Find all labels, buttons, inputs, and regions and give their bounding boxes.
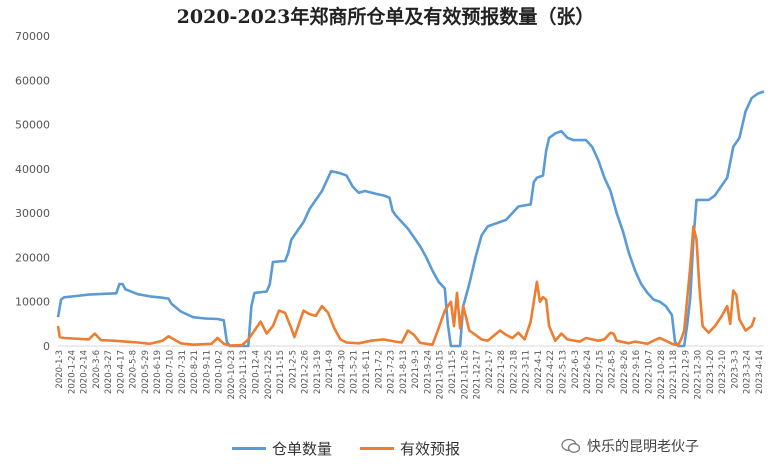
x-tick-label: 2022-11-18 <box>669 350 679 399</box>
x-tick-label: 2021-2-5 <box>288 350 298 389</box>
x-tick-label: 2023-1-20 <box>706 350 716 394</box>
x-tick-label: 2022-3-11 <box>522 350 532 394</box>
x-tick-label: 2022-4-22 <box>546 350 556 394</box>
chart-title: 2020-2023年郑商所仓单及有效预报数量（张） <box>176 6 595 28</box>
x-tick-label: 2021-6-11 <box>362 350 372 394</box>
x-tick-label: 2020-11-13 <box>239 350 249 399</box>
x-tick-label: 2021-5-21 <box>350 350 360 394</box>
x-axis: 2020-1-3 2020-1-24 2020-2-14 2020-3-6 2020-3… <box>55 350 765 399</box>
x-tick-label: 2022-7-15 <box>595 350 605 394</box>
x-tick-label: 2020-9-11 <box>202 350 212 394</box>
x-tick-label: 2020-10-2 <box>215 350 225 394</box>
x-tick-label: 2020-12-4 <box>251 350 261 394</box>
legend-label: 仓单数量 <box>272 440 333 458</box>
x-tick-label: 2023-3-3 <box>730 350 740 389</box>
x-tick-label: 2022-9-16 <box>632 350 642 394</box>
x-tick-label: 2020-5-29 <box>141 350 151 394</box>
legend-item-valid-forecast: 有效预报 <box>360 438 460 459</box>
x-tick-label: 2022-8-26 <box>620 350 630 394</box>
x-tick-label: 2021-7-23 <box>387 350 397 394</box>
x-tick-label: 2020-7-10 <box>166 350 176 394</box>
x-tick-label: 2022-10-28 <box>657 350 667 399</box>
x-tick-label: 2020-1-3 <box>55 350 65 389</box>
x-tick-label: 2021-3-19 <box>313 350 323 394</box>
x-tick-label: 2020-6-19 <box>153 350 163 394</box>
x-tick-label: 2021-11-5 <box>448 350 458 394</box>
x-tick-label: 2020-1-24 <box>67 350 77 394</box>
y-tick-label: 30000 <box>15 207 50 220</box>
x-tick-label: 2021-2-26 <box>301 350 311 394</box>
y-tick-label: 0 <box>43 340 50 353</box>
x-tick-label: 2021-4-9 <box>325 350 335 389</box>
x-tick-label: 2022-6-24 <box>583 350 593 394</box>
x-tick-label: 2020-5-8 <box>129 350 139 389</box>
x-tick-label: 2021-9-3 <box>411 350 421 389</box>
x-tick-label: 2020-4-17 <box>116 350 126 394</box>
y-axis: 0 10000 20000 30000 40000 50000 60000 70000 <box>15 30 50 353</box>
x-tick-label: 2020-12-25 <box>264 350 274 399</box>
wechat-icon <box>561 438 581 453</box>
x-tick-label: 2020-7-31 <box>178 350 188 394</box>
legend-item-warehouse-receipts: 仓单数量 <box>232 438 332 459</box>
legend-swatch <box>360 447 395 450</box>
x-tick-label: 2021-12-17 <box>473 350 483 399</box>
x-tick-label: 2023-3-24 <box>743 350 753 394</box>
y-tick-label: 50000 <box>15 119 50 132</box>
series-layer <box>56 90 765 348</box>
x-tick-label: 2021-8-13 <box>399 350 409 394</box>
x-tick-label: 2021-9-24 <box>423 350 433 394</box>
x-tick-label: 2021-7-2 <box>374 350 384 389</box>
x-tick-label: 2022-12-30 <box>694 350 704 399</box>
x-tick-label: 2020-10-23 <box>227 350 237 399</box>
x-tick-label: 2021-10-15 <box>436 350 446 399</box>
x-tick-label: 2023-2-10 <box>718 350 728 394</box>
x-tick-label: 2022-8-5 <box>608 350 618 389</box>
y-tick-label: 20000 <box>15 251 50 264</box>
series-line <box>56 225 757 347</box>
y-tick-label: 40000 <box>15 163 50 176</box>
x-tick-label: 2022-2-18 <box>509 350 519 394</box>
x-tick-label: 2022-6-3 <box>571 350 581 389</box>
x-tick-label: 2022-12-9 <box>681 350 691 394</box>
watermark-text: 快乐的昆明老伙子 <box>587 439 699 455</box>
x-tick-label: 2023-4-14 <box>755 350 765 394</box>
x-tick-label: 2022-1-7 <box>485 350 495 389</box>
x-tick-label: 2020-3-27 <box>104 350 114 394</box>
x-tick-label: 2021-4-30 <box>337 350 347 394</box>
x-tick-label: 2020-8-21 <box>190 350 200 394</box>
y-tick-label: 70000 <box>15 30 50 43</box>
legend-label: 有效预报 <box>400 440 461 458</box>
x-tick-label: 2022-4-1 <box>534 350 544 389</box>
watermark: 快乐的昆明老伙子 <box>561 436 699 456</box>
x-tick-label: 2020-3-6 <box>92 350 102 389</box>
series-line <box>56 90 765 348</box>
x-tick-label: 2022-1-28 <box>497 350 507 394</box>
x-tick-label: 2020-2-14 <box>80 350 90 394</box>
legend-swatch <box>232 447 266 450</box>
x-tick-label: 2021-11-26 <box>460 350 470 399</box>
x-tick-label: 2022-10-7 <box>644 350 654 394</box>
x-tick-label: 2021-1-15 <box>276 350 286 394</box>
x-tick-label: 2022-5-13 <box>559 350 569 394</box>
legend: 仓单数量 有效预报 <box>232 438 460 459</box>
y-tick-label: 10000 <box>15 296 50 309</box>
y-tick-label: 60000 <box>15 74 50 87</box>
